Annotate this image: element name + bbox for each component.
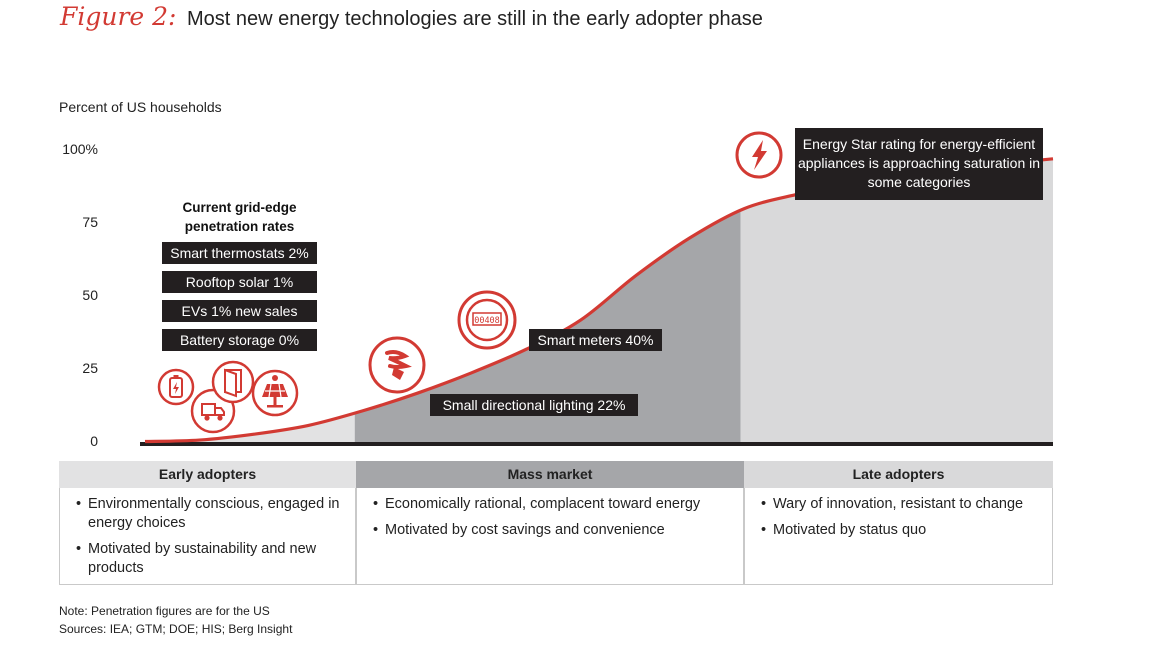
segment-header-mass: Mass market — [356, 461, 744, 488]
sources: Sources: IEA; GTM; DOE; HIS; Berg Insigh… — [59, 622, 293, 636]
segment-header-early: Early adopters — [59, 461, 356, 488]
segment-body-mass: Economically rational, complacent toward… — [356, 488, 744, 585]
figure-label: Figure 2: — [60, 2, 177, 31]
segment-header-late: Late adopters — [744, 461, 1053, 488]
segment-area-late-adopters — [740, 158, 1053, 443]
segment-body-late: Wary of innovation, resistant to change … — [744, 488, 1053, 585]
door-icon — [211, 360, 255, 404]
list-item: Motivated by status quo — [761, 521, 1042, 540]
tag-smart-thermostats: Smart thermostats 2% — [162, 242, 317, 264]
lightning-icon — [735, 131, 783, 179]
footnote: Note: Penetration figures are for the US — [59, 604, 270, 618]
list-item: Motivated by sustainability and new prod… — [76, 540, 345, 578]
list-item: Environmentally conscious, engaged in en… — [76, 495, 345, 533]
list-item: Motivated by cost savings and convenienc… — [373, 521, 733, 540]
energy-star-callout: Energy Star rating for energy-efficient … — [795, 128, 1043, 200]
solar-panel-icon — [251, 369, 299, 417]
y-tick-label: 25 — [82, 360, 98, 376]
y-tick-label: 100% — [62, 141, 98, 157]
y-tick-label: 75 — [82, 214, 98, 230]
y-tick-label: 0 — [90, 433, 98, 449]
segment-body-early: Environmentally conscious, engaged in en… — [59, 488, 356, 585]
tag-evs: EVs 1% new sales — [162, 300, 317, 322]
lighting-label: Small directional lighting 22% — [430, 394, 638, 416]
smart-meters-label: Smart meters 40% — [529, 329, 662, 351]
list-item: Wary of innovation, resistant to change — [761, 495, 1042, 514]
tag-rooftop-solar: Rooftop solar 1% — [162, 271, 317, 293]
lightbulb-icon — [368, 336, 426, 394]
tag-battery-storage: Battery storage 0% — [162, 329, 317, 351]
y-axis-label: Percent of US households — [59, 99, 222, 115]
y-tick-label: 50 — [82, 287, 98, 303]
meter-readout: 00408 — [474, 316, 500, 326]
list-item: Economically rational, complacent toward… — [373, 495, 733, 514]
penetration-title: Current grid-edge penetration rates — [182, 200, 297, 234]
meter-icon: 00408 — [457, 290, 517, 350]
battery-icon — [157, 368, 195, 406]
page-title: Most new energy technologies are still i… — [187, 8, 763, 30]
